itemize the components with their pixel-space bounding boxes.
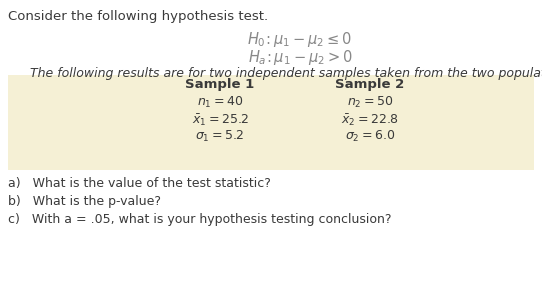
Text: Sample 2: Sample 2 [335, 78, 405, 91]
Text: $\sigma_1 = 5.2$: $\sigma_1 = 5.2$ [196, 129, 244, 144]
Text: The following results are for two independent samples taken from the two populat: The following results are for two indepe… [30, 67, 542, 80]
Text: $\bar{x}_2 = 22.8$: $\bar{x}_2 = 22.8$ [341, 112, 399, 128]
Text: Consider the following hypothesis test.: Consider the following hypothesis test. [8, 10, 268, 23]
Text: Sample 1: Sample 1 [185, 78, 255, 91]
Text: $H_a\!: \mu_1 - \mu_2 > 0$: $H_a\!: \mu_1 - \mu_2 > 0$ [248, 48, 352, 67]
Bar [8, 75, 534, 170]
Text: $\sigma_2 = 6.0$: $\sigma_2 = 6.0$ [345, 129, 395, 144]
Text: a)   What is the value of the test statistic?: a) What is the value of the test statist… [8, 177, 271, 190]
Text: $\bar{x}_1 = 25.2$: $\bar{x}_1 = 25.2$ [191, 112, 248, 128]
Text: $n_2 = 50$: $n_2 = 50$ [347, 95, 393, 110]
Text: $n_1 = 40$: $n_1 = 40$ [197, 95, 243, 110]
Text: b)   What is the p-value?: b) What is the p-value? [8, 195, 161, 208]
Text: c)   With a = .05, what is your hypothesis testing conclusion?: c) With a = .05, what is your hypothesis… [8, 213, 391, 226]
Text: $H_0\!: \mu_1 - \mu_2 \leq 0$: $H_0\!: \mu_1 - \mu_2 \leq 0$ [248, 30, 352, 49]
